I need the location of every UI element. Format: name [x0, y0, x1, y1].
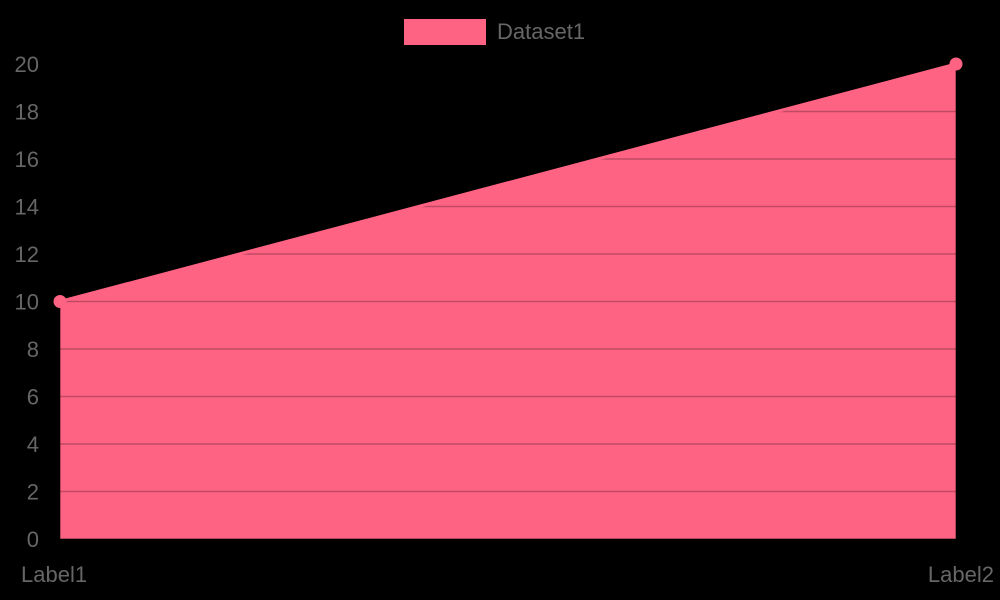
- line-dataset1: [59, 62, 957, 303]
- area-fill-dataset1: [60, 64, 956, 539]
- legend: Dataset1: [404, 19, 585, 45]
- y-tick-label: 10: [15, 290, 39, 315]
- area-fill: [60, 64, 956, 539]
- y-tick-label: 8: [27, 337, 39, 362]
- data-points: [53, 57, 963, 308]
- gridlines: [60, 63, 956, 493]
- y-tick-label: 20: [15, 52, 39, 77]
- x-axis-ticks: Label1 Label2: [21, 562, 994, 587]
- y-tick-label: 2: [27, 480, 39, 505]
- data-point[interactable]: [949, 57, 963, 71]
- legend-label-dataset1[interactable]: Dataset1: [497, 19, 586, 44]
- y-tick-label: 0: [27, 527, 39, 552]
- y-tick-label: 12: [15, 242, 39, 267]
- y-tick-label: 4: [27, 432, 39, 457]
- x-tick-label: Label1: [21, 562, 87, 587]
- y-tick-label: 6: [27, 385, 39, 410]
- series-line: [59, 62, 957, 303]
- legend-swatch-dataset1[interactable]: [404, 19, 486, 45]
- x-tick-label: Label2: [928, 562, 994, 587]
- y-axis-ticks: 0 2 4 6 8 10 12 14 16 18 20: [15, 52, 39, 552]
- y-tick-label: 14: [15, 195, 39, 220]
- y-tick-label: 16: [15, 147, 39, 172]
- y-tick-label: 18: [15, 100, 39, 125]
- data-point[interactable]: [53, 295, 67, 308]
